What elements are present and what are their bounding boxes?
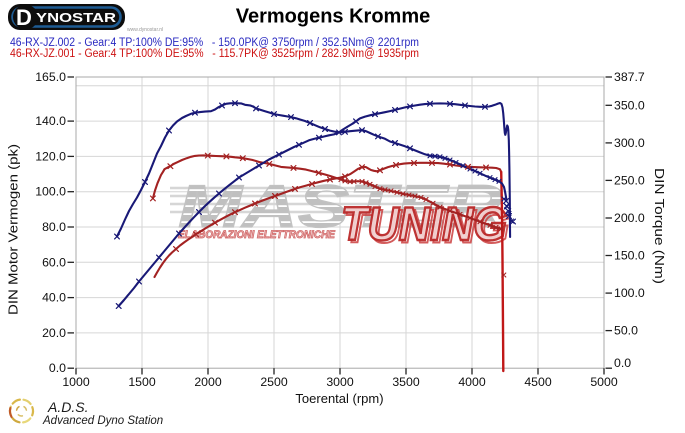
svg-text:387.7: 387.7 — [614, 70, 645, 84]
svg-text:D: D — [16, 5, 32, 30]
svg-text:300.0: 300.0 — [614, 136, 645, 150]
svg-text:1000: 1000 — [62, 375, 90, 389]
svg-text:80.0: 80.0 — [42, 220, 66, 234]
svg-text:165.0: 165.0 — [35, 70, 66, 84]
svg-text:200.0: 200.0 — [614, 211, 645, 225]
svg-text:20.0: 20.0 — [42, 326, 66, 340]
svg-text:A.D.S.: A.D.S. — [47, 399, 88, 415]
svg-text:1500: 1500 — [128, 375, 156, 389]
svg-text:60.0: 60.0 — [42, 255, 66, 269]
svg-text:YNOSTAR: YNOSTAR — [36, 10, 117, 25]
svg-text:TUNING: TUNING — [341, 197, 507, 250]
svg-text:3500: 3500 — [392, 375, 420, 389]
svg-text:250.0: 250.0 — [614, 173, 645, 187]
svg-text:150.0: 150.0 — [614, 249, 645, 263]
svg-text:5000: 5000 — [590, 375, 618, 389]
svg-text:140.0: 140.0 — [35, 114, 66, 128]
svg-text:DIN Motor Vermogen (pk): DIN Motor Vermogen (pk) — [6, 144, 21, 315]
svg-text:4500: 4500 — [524, 375, 552, 389]
svg-text:100.0: 100.0 — [614, 286, 645, 300]
svg-text:2000: 2000 — [194, 375, 222, 389]
svg-text:0.0: 0.0 — [614, 356, 631, 370]
svg-text:350.0: 350.0 — [614, 98, 645, 112]
svg-text:0.0: 0.0 — [49, 361, 66, 375]
svg-text:40.0: 40.0 — [42, 291, 66, 305]
svg-text:Toerental (rpm): Toerental (rpm) — [295, 391, 383, 406]
svg-text:100.0: 100.0 — [35, 185, 66, 199]
svg-text:46-RX-JZ.001 - Gear:4 TP:100%: 46-RX-JZ.001 - Gear:4 TP:100% DE:95% - 1… — [10, 48, 419, 60]
svg-text:120.0: 120.0 — [35, 149, 66, 163]
svg-text:www.dynostar.nl: www.dynostar.nl — [127, 27, 163, 33]
svg-text:ELABORAZIONI ELETTRONICHE: ELABORAZIONI ELETTRONICHE — [178, 229, 336, 241]
svg-text:Vermogens Kromme: Vermogens Kromme — [236, 6, 431, 28]
svg-text:2500: 2500 — [260, 375, 288, 389]
svg-text:DIN Torque (Nm): DIN Torque (Nm) — [652, 168, 667, 284]
svg-text:3000: 3000 — [326, 375, 354, 389]
svg-text:50.0: 50.0 — [614, 324, 638, 338]
svg-text:46-RX-JZ.002 - Gear:4 TP:100%: 46-RX-JZ.002 - Gear:4 TP:100% DE:95% - 1… — [10, 37, 419, 49]
svg-text:Advanced Dyno Station: Advanced Dyno Station — [42, 415, 163, 427]
svg-text:TUNING: TUNING — [344, 200, 510, 253]
svg-text:4000: 4000 — [458, 375, 486, 389]
